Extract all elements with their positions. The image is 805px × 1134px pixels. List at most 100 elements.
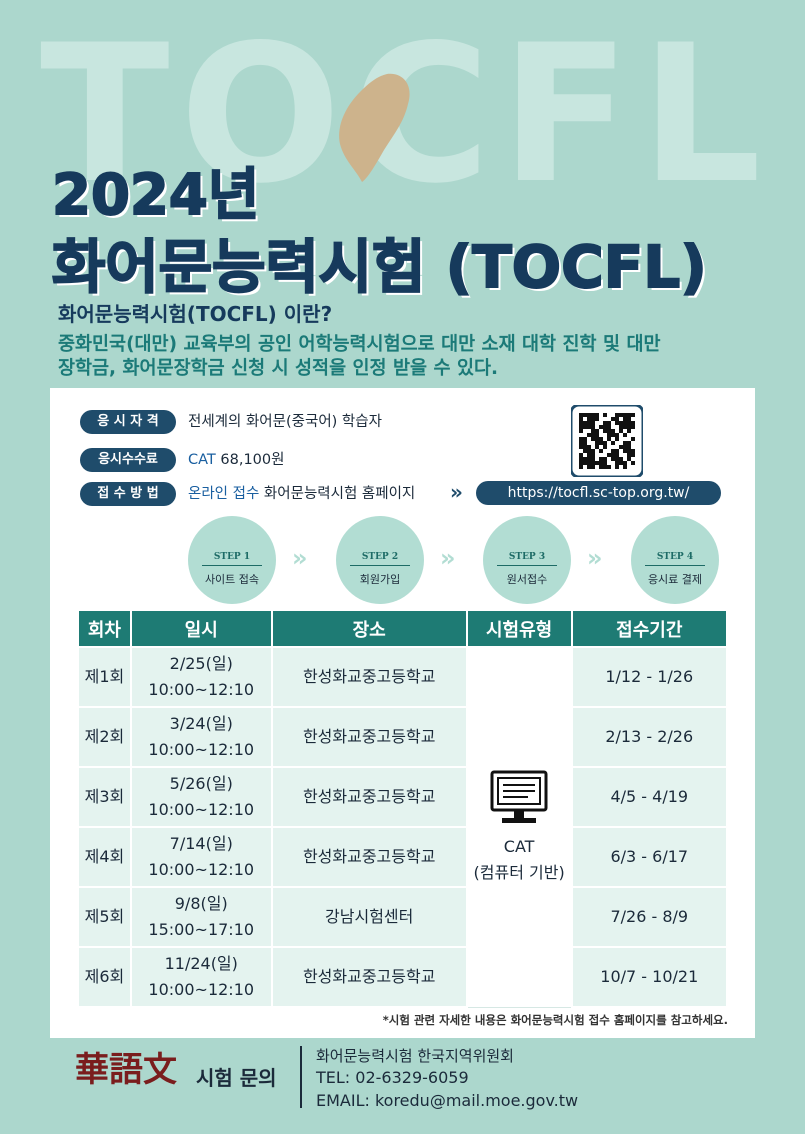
step-label: 원서접수	[506, 573, 548, 586]
qr-module	[615, 453, 619, 457]
qr-module	[619, 425, 623, 429]
qr-module	[583, 441, 587, 445]
header-cell: 장소	[270, 609, 468, 648]
step-number: STEP 3	[497, 552, 557, 566]
qr-module	[587, 425, 591, 429]
qr-module	[603, 457, 607, 461]
time: 10:00~12:10	[148, 860, 255, 879]
qr-module	[583, 457, 587, 461]
qr-module	[591, 421, 595, 425]
qr-module	[579, 413, 583, 417]
venue-cell: 강남시험센터	[270, 886, 468, 948]
qr-module	[615, 461, 619, 465]
qr-module	[631, 413, 635, 417]
qr-module	[599, 449, 603, 453]
qr-module	[623, 461, 627, 465]
period-cell: 1/12 - 1/26	[570, 646, 729, 708]
email: EMAIL: koredu@mail.moe.gov.tw	[316, 1091, 579, 1110]
round-cell: 제2회	[77, 706, 132, 768]
qr-module	[591, 453, 595, 457]
website-link[interactable]: https://tocfl.sc-top.org.tw/	[476, 481, 721, 505]
qr-module	[595, 441, 599, 445]
logo: 華語文	[75, 1050, 177, 1090]
step: STEP 2 회원가입	[336, 516, 424, 604]
qr-module	[595, 445, 599, 449]
qr-module	[579, 425, 583, 429]
qr-module	[627, 413, 631, 417]
period-cell: 6/3 - 6/17	[570, 826, 729, 888]
qr-module	[631, 453, 635, 457]
qr-module	[587, 413, 591, 417]
venue-cell: 한성화교중고등학교	[270, 706, 468, 768]
qr-module	[595, 461, 599, 465]
qr-module	[603, 441, 607, 445]
table-row: 제1회 2/25(일) 10:00~12:10 한성화교중고등학교 CAT (컴퓨터 기반…	[77, 646, 729, 1008]
qr-module	[587, 421, 591, 425]
qr-module	[603, 425, 607, 429]
qr-module	[591, 457, 595, 461]
schedule-table: 회차 일시 장소 시험유형 접수기간 제1회 2/25(일) 10:00~12:10 한성화교중…	[77, 609, 729, 1008]
qr-module	[627, 441, 631, 445]
info-label: 응 시 자 격	[80, 410, 176, 434]
qr-module	[603, 445, 607, 449]
qr-module	[599, 465, 603, 469]
step: STEP 1 사이트 접속	[188, 516, 276, 604]
qr-module	[579, 465, 583, 469]
qr-module	[579, 417, 583, 421]
qr-module	[579, 445, 583, 449]
qr-module	[631, 425, 635, 429]
qr-module	[611, 417, 615, 421]
qr-module	[607, 465, 611, 469]
qr-module	[591, 425, 595, 429]
qr-module	[615, 449, 619, 453]
qr-module	[595, 433, 599, 437]
venue-cell: 한성화교중고등학교	[270, 766, 468, 828]
date-cell: 5/26(일) 10:00~12:10	[129, 766, 273, 828]
qr-module	[627, 453, 631, 457]
chevron: »	[587, 544, 603, 572]
time: 10:00~12:10	[148, 740, 255, 759]
qr-module	[627, 421, 631, 425]
date-cell: 9/8(일) 15:00~17:10	[129, 886, 273, 948]
qr-module	[579, 441, 583, 445]
date: 9/8(일)	[174, 894, 228, 914]
qr-module	[611, 449, 615, 453]
title-name: 화어문능력시험 (TOCFL)	[51, 232, 708, 302]
time: 10:00~12:10	[148, 680, 255, 699]
step-number: STEP 1	[202, 552, 262, 566]
value: 68,100원	[220, 452, 285, 468]
qr-module	[615, 413, 619, 417]
table-row: 제5회 9/8(일) 15:00~17:10 강남시험센터 7/26 - 8/9	[77, 886, 729, 948]
exam-type: CAT	[503, 837, 535, 857]
footnote: *시험 관련 자세한 내용은 화어문능력시험 접수 홈페이지를 참고하세요.	[382, 1013, 728, 1027]
header-cell: 일시	[129, 609, 273, 648]
qr-module	[627, 429, 631, 433]
qr-module	[595, 413, 599, 417]
period-cell: 10/7 - 10/21	[570, 946, 729, 1008]
value: 화어문능력시험 홈페이지	[263, 486, 416, 502]
round-cell: 제6회	[77, 946, 132, 1008]
date-cell: 7/14(일) 10:00~12:10	[129, 826, 273, 888]
qr-module	[627, 417, 631, 421]
qr-module	[579, 457, 583, 461]
qr-module	[611, 457, 615, 461]
qr-module	[623, 449, 627, 453]
step: STEP 4 응시료 결제	[631, 516, 719, 604]
header-cell: 접수기간	[570, 609, 729, 648]
qr-module	[587, 417, 591, 421]
qr-module	[623, 417, 627, 421]
date: 2/25(일)	[169, 654, 233, 674]
time: 10:00~12:10	[148, 980, 255, 999]
qr-module	[587, 449, 591, 453]
period-cell: 4/5 - 4/19	[570, 766, 729, 828]
step-number: STEP 4	[645, 552, 705, 566]
qr-module	[631, 461, 635, 465]
info-label: 응시수수료	[80, 448, 176, 472]
qr-module	[587, 461, 591, 465]
qr-module	[579, 453, 583, 457]
qr-module	[603, 413, 607, 417]
date-cell: 2/25(일) 10:00~12:10	[129, 646, 273, 708]
qr-module	[627, 445, 631, 449]
qr-module	[615, 465, 619, 469]
qr-code	[571, 405, 643, 477]
